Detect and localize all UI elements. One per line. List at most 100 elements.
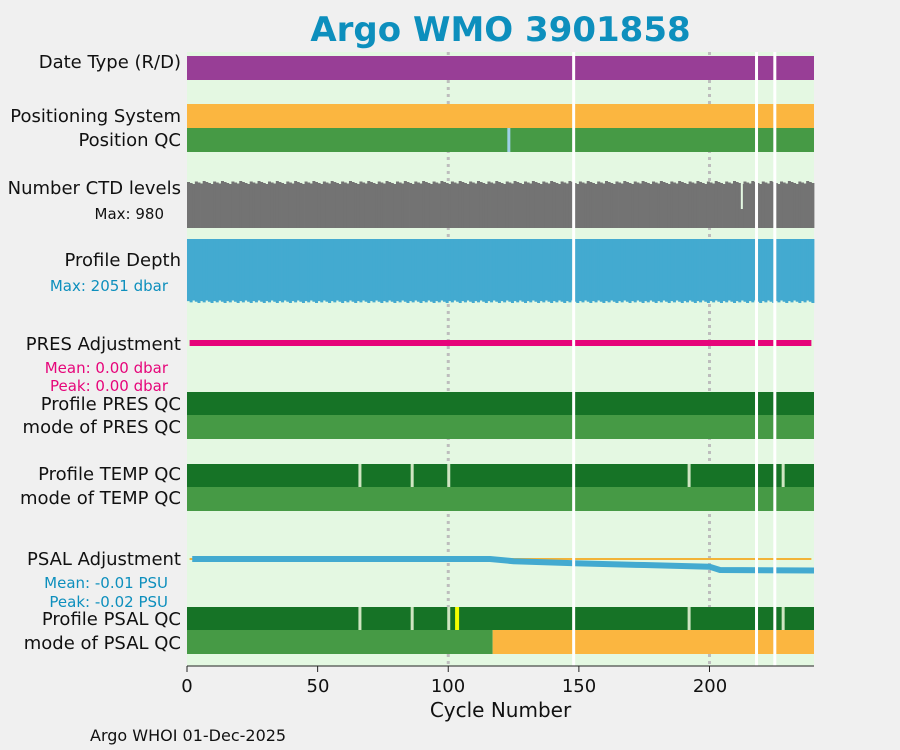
ctd-level-bar bbox=[625, 182, 629, 228]
ctd-level-bar bbox=[492, 183, 496, 228]
ctd-level-bar bbox=[443, 182, 447, 228]
row-label-profile-depth: Profile Depth bbox=[64, 250, 181, 271]
ctd-level-bar bbox=[555, 183, 559, 228]
ctd-level-bar bbox=[213, 181, 217, 228]
ctd-level-bar bbox=[516, 182, 520, 228]
ctd-level-bar bbox=[636, 182, 640, 228]
profile-depth-bar bbox=[273, 239, 277, 302]
ctd-level-bar bbox=[286, 181, 290, 228]
profile-depth-bar bbox=[338, 239, 342, 302]
ctd-level-bar bbox=[445, 183, 449, 228]
ctd-level-bar bbox=[759, 184, 763, 228]
profile-depth-bar bbox=[529, 239, 533, 303]
ctd-level-bar bbox=[343, 182, 347, 228]
ctd-level-bar bbox=[628, 183, 632, 228]
profile-depth-bar bbox=[228, 239, 232, 303]
ctd-level-bar bbox=[194, 181, 198, 228]
profile-depth-bar bbox=[497, 239, 501, 303]
ctd-level-bar bbox=[471, 182, 475, 228]
profile-depth-bar bbox=[484, 239, 488, 303]
profile-depth-bar bbox=[372, 239, 376, 303]
ctd-level-bar bbox=[761, 181, 765, 228]
row-label-pres-qc: Profile PRES QC bbox=[40, 394, 181, 415]
pres-mode-bar bbox=[187, 415, 814, 439]
ctd-level-bar bbox=[667, 184, 671, 228]
ctd-level-bar bbox=[573, 183, 577, 228]
row-label-psal-qc: Profile PSAL QC bbox=[41, 609, 181, 630]
profile-depth-bar bbox=[432, 239, 436, 303]
ctd-level-bar bbox=[484, 184, 488, 228]
ctd-level-bar bbox=[231, 181, 235, 228]
row-label-position-qc: Position QC bbox=[78, 130, 181, 151]
ctd-level-bar bbox=[542, 181, 546, 228]
profile-depth-bar bbox=[202, 239, 206, 303]
profile-depth-bar bbox=[333, 239, 337, 303]
profile-depth-bar bbox=[291, 239, 295, 302]
profile-depth-bar bbox=[346, 239, 350, 303]
profile-depth-bar bbox=[500, 239, 504, 302]
profile-depth-bar bbox=[531, 239, 535, 301]
ctd-level-bar bbox=[649, 184, 653, 228]
profile-depth-bar bbox=[618, 239, 622, 302]
profile-depth-bar bbox=[751, 239, 755, 303]
ctd-level-bar bbox=[317, 183, 321, 228]
ctd-level-bar bbox=[795, 184, 799, 228]
profile-depth-bar bbox=[557, 239, 561, 301]
ctd-level-bar bbox=[228, 184, 232, 228]
profile-depth-bar bbox=[641, 239, 645, 303]
ctd-level-bar bbox=[320, 184, 324, 228]
ctd-level-bar bbox=[688, 181, 692, 228]
profile-depth-bar bbox=[591, 239, 595, 302]
profile-depth-bar bbox=[631, 239, 635, 302]
ctd-level-bar bbox=[557, 184, 561, 228]
profile-depth-bar bbox=[678, 239, 682, 302]
ctd-level-bar bbox=[638, 183, 642, 228]
ctd-level-bar bbox=[267, 181, 271, 228]
profile-depth-bar bbox=[312, 239, 316, 302]
profile-depth-bar bbox=[197, 239, 201, 303]
profile-depth-bar bbox=[683, 239, 687, 302]
ctd-level-bar bbox=[500, 183, 504, 228]
ctd-level-bar bbox=[205, 182, 209, 228]
profile-depth-bar bbox=[239, 239, 243, 302]
profile-depth-bar bbox=[479, 239, 483, 301]
profile-depth-bar bbox=[231, 239, 235, 301]
ctd-level-bar bbox=[476, 181, 480, 228]
row-label-temp-qc: Profile TEMP QC bbox=[38, 464, 181, 485]
profile-depth-bar bbox=[704, 239, 708, 302]
ctd-level-bar bbox=[348, 181, 352, 228]
ctd-level-bar bbox=[727, 182, 731, 228]
ctd-level-bar bbox=[359, 181, 363, 228]
ctd-level-bar bbox=[665, 183, 669, 228]
ctd-level-bar bbox=[529, 183, 533, 228]
profile-depth-bar bbox=[343, 239, 347, 302]
profile-depth-bar bbox=[207, 239, 211, 302]
ctd-level-bar bbox=[315, 182, 319, 228]
ctd-level-bar bbox=[719, 183, 723, 228]
ctd-level-bar bbox=[435, 182, 439, 228]
profile-depth-bar bbox=[341, 239, 345, 303]
profile-depth-bar bbox=[348, 239, 352, 301]
profile-depth-bar bbox=[806, 239, 810, 301]
profile-depth-bar bbox=[518, 239, 522, 301]
ctd-level-bar bbox=[594, 184, 598, 228]
profile-depth-bar bbox=[267, 239, 271, 303]
ctd-level-bar bbox=[787, 181, 791, 228]
profile-depth-bar bbox=[612, 239, 616, 302]
ctd-level-bar bbox=[419, 183, 423, 228]
profile-depth-bar bbox=[759, 239, 763, 303]
profile-depth-bar bbox=[254, 239, 258, 303]
ctd-level-bar bbox=[774, 183, 778, 228]
ctd-level-bar bbox=[262, 183, 266, 228]
ctd-level-bar bbox=[325, 182, 329, 228]
ctd-level-bar bbox=[351, 182, 355, 228]
profile-depth-bar bbox=[615, 239, 619, 303]
ctd-level-bar bbox=[646, 183, 650, 228]
profile-depth-bar bbox=[733, 239, 737, 303]
profile-depth-bar bbox=[623, 239, 627, 301]
ctd-level-bar bbox=[560, 181, 564, 228]
ctd-level-bar bbox=[591, 183, 595, 228]
row-label-temp-mode: mode of TEMP QC bbox=[19, 488, 181, 509]
profile-depth-bar bbox=[719, 239, 723, 303]
profile-depth-bar bbox=[576, 239, 580, 303]
